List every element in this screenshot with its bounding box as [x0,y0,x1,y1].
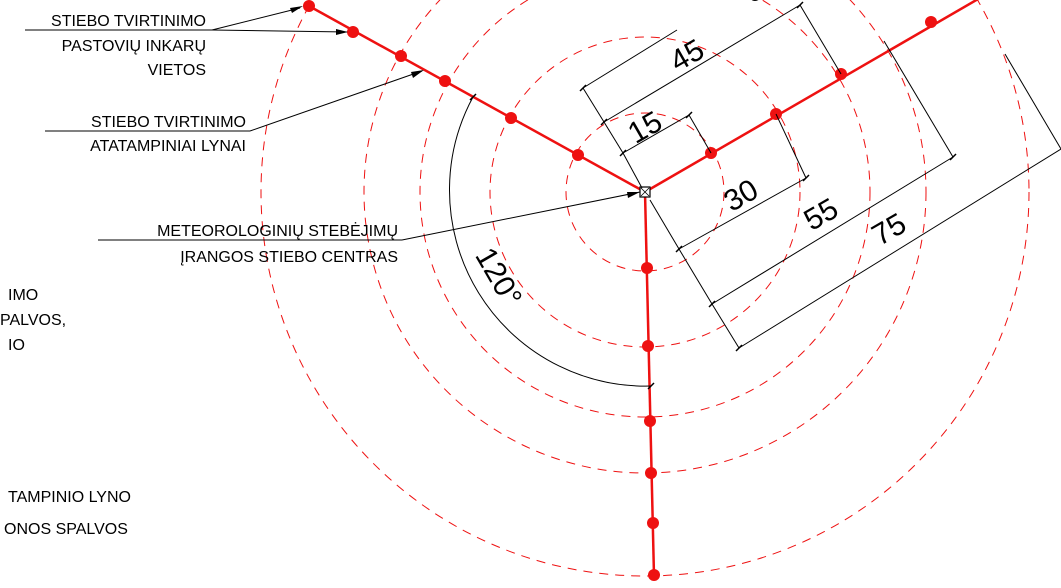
guy-wire-down [643,191,656,577]
anchor-point [648,569,660,581]
anchor-point [439,75,451,87]
label-partial-left-2-line1: TAMPINIO LYNO [8,489,131,506]
anchor-point [505,112,517,124]
anchor-points [303,0,937,581]
label-anchor-positions-line1: STIEBO TVIRTINIMO [51,13,206,30]
anchor-point [647,517,659,529]
label-guy-wires: STIEBO TVIRTINIMO ATATAMPINIAI LYNAI [90,114,246,155]
dim-value-partial: 6 [738,0,769,10]
anchor-point [925,16,937,28]
dimension-ticks [469,1,957,390]
arrowhead-icon [290,6,303,13]
guy-wire-upper-right [644,0,979,194]
leader-arrows [290,6,640,198]
label-partial-left-1-line2: PALVOS, [0,312,66,329]
dim-value-15: 15 [623,105,668,150]
label-mast-center: METEOROLOGINIŲ STEBĖJIMŲ ĮRANGOS STIEBO … [157,221,398,266]
anchor-point [641,262,653,274]
radius-circle-45 [419,0,871,418]
anchor-point [642,340,654,352]
label-partial-left-2-line2: ONOS SPALVOS [4,521,128,538]
anchor-point [645,467,657,479]
dim-angle-120: 120° [468,242,528,312]
label-guy-wires-line2: ATATAMPINIAI LYNAI [90,138,246,155]
label-partial-left-2: TAMPINIO LYNO ONOS SPALVOS [4,489,131,538]
label-partial-left-1-line3: IO [8,337,25,354]
label-anchor-positions-line3: VIETOS [148,62,206,79]
guy-wire-upper-left [308,4,646,194]
label-anchor-positions-line2: PASTOVIŲ INKARŲ [62,38,206,55]
dim-value-55: 55 [799,192,844,237]
label-guy-wires-line1: STIEBO TVIRTINIMO [91,114,246,131]
anchor-point [303,0,315,12]
label-partial-left-1-line1: IMO [8,287,38,304]
label-anchor-positions: STIEBO TVIRTINIMO PASTOVIŲ INKARŲ VIETOS [51,13,206,79]
label-partial-left-1: IMO PALVOS, IO [0,287,66,354]
label-mast-center-line2: ĮRANGOS STIEBO CENTRAS [180,249,398,266]
dim-value-45: 45 [665,33,710,78]
dim-value-30: 30 [719,173,764,218]
radius-circle-15 [565,112,725,272]
anchor-point [644,415,656,427]
label-underlines [25,29,402,241]
radius-circle-55 [363,0,927,474]
anchor-point [347,26,359,38]
arrowhead-icon [627,192,640,198]
label-mast-center-line1: METEOROLOGINIŲ STEBĖJIMŲ [157,221,398,240]
guy-wires [308,0,979,577]
dimension-lines [211,4,1061,387]
anchor-point [395,50,407,62]
radius-circle-75 [260,0,1030,577]
anchor-point [572,149,584,161]
arrowhead-icon [411,70,424,78]
arrowhead-icon [336,29,348,35]
mast-center-cross [640,187,650,197]
radius-circles [260,0,1030,577]
